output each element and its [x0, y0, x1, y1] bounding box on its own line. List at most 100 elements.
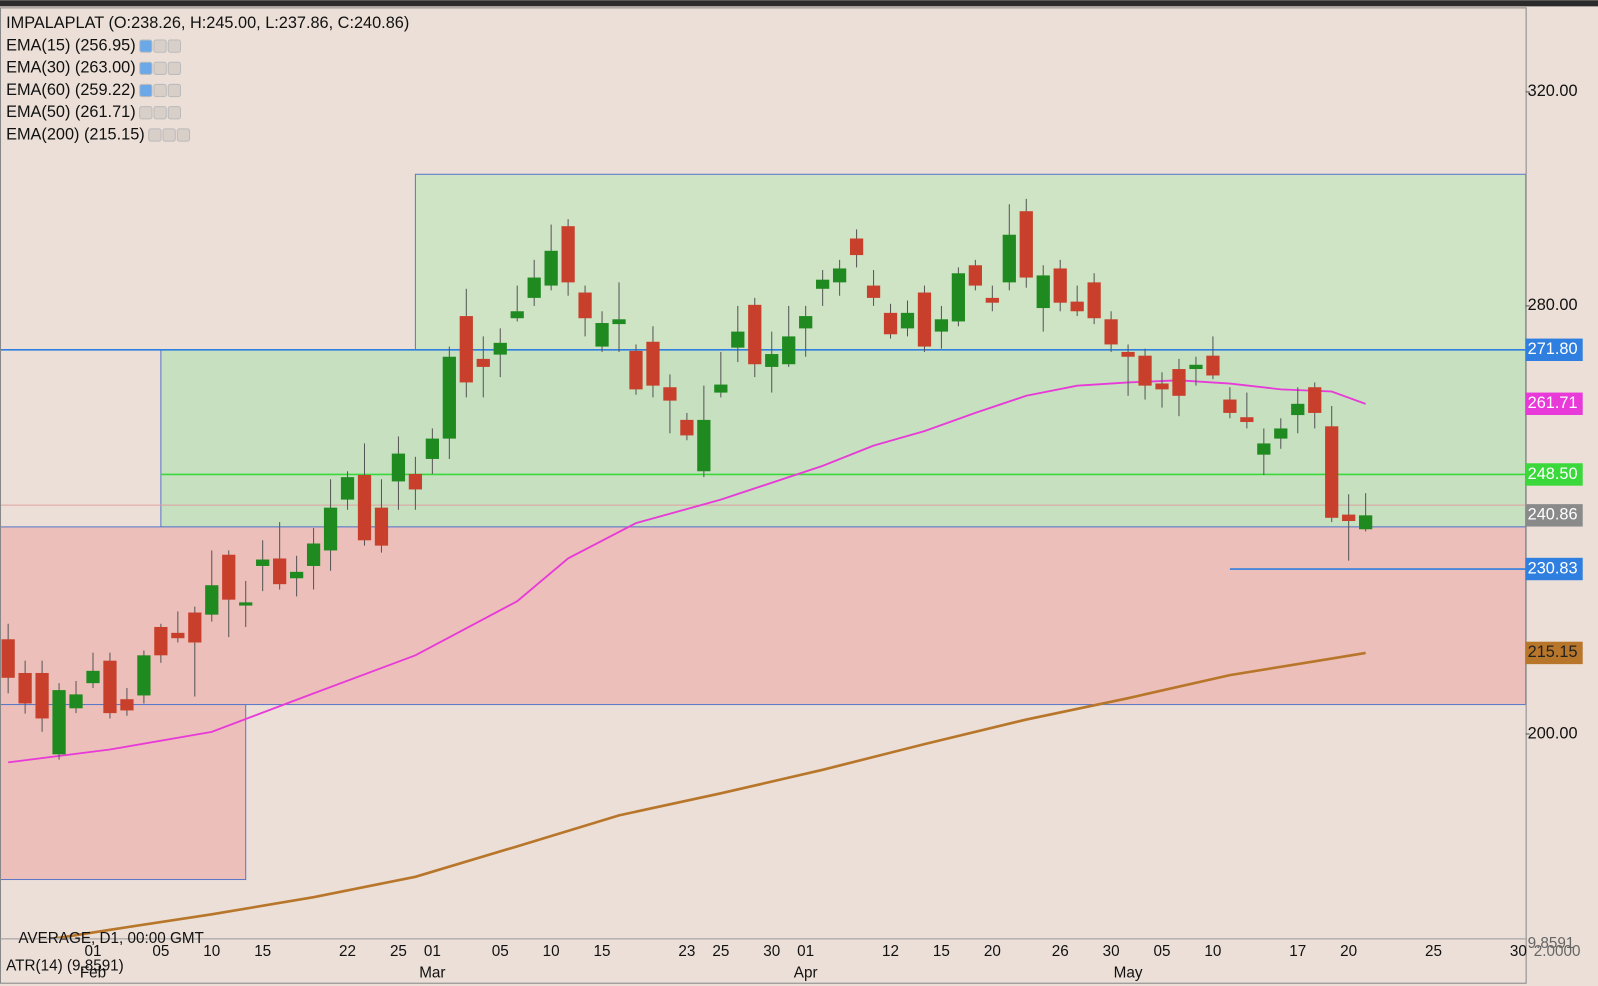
candle-body — [985, 297, 999, 303]
y-tick-label: 200.00 — [1528, 724, 1578, 742]
x-tick-label: 15 — [933, 943, 950, 960]
ema-line — [8, 379, 1366, 764]
candle-body — [968, 265, 982, 286]
x-tick-label: 20 — [1340, 943, 1357, 960]
candle-body — [544, 250, 558, 286]
candle-body — [493, 342, 507, 355]
indicator-icon — [153, 61, 167, 75]
candle-body — [1274, 428, 1288, 439]
candle-body — [832, 268, 847, 283]
candle-body — [442, 356, 456, 439]
atr-value: 9.8591 — [1528, 935, 1575, 952]
candle-body — [714, 384, 728, 393]
x-tick-label: 22 — [339, 943, 356, 960]
candle-body — [289, 571, 304, 579]
candle-body — [731, 331, 745, 348]
candle-body — [476, 358, 490, 367]
price-axis: 320.00 280.00 200.00 271.80 248.50 230.83 261.… — [1525, 82, 1583, 742]
x-tick-label: 01 — [424, 943, 441, 960]
candle-body — [154, 626, 168, 656]
candle-body — [527, 277, 541, 298]
candle-body — [69, 694, 83, 709]
candle-body — [663, 387, 677, 401]
indicator-label: EMA(15) (256.95) — [6, 36, 136, 54]
candle-body — [595, 323, 609, 347]
candle-body — [782, 336, 796, 365]
close-tag — [1525, 504, 1583, 527]
indicator-icon — [153, 39, 167, 53]
indicator-label: EMA(50) (261.71) — [6, 103, 136, 121]
level-tag — [1525, 338, 1583, 361]
candle-body — [883, 312, 898, 335]
x-tick-label: 10 — [1204, 943, 1221, 960]
candle-body — [1070, 301, 1084, 312]
x-tick-label: 30 — [1510, 943, 1527, 960]
candle-body — [205, 585, 219, 615]
candle-body — [1342, 514, 1356, 522]
x-tick-label: 15 — [594, 943, 611, 960]
indicator-icon — [153, 83, 167, 98]
month-label: May — [1114, 965, 1143, 982]
ema-label: 215.15 — [1528, 643, 1578, 661]
candle-body — [900, 312, 915, 329]
indicator-label: EMA(60) (259.22) — [6, 81, 136, 99]
candle-body — [629, 350, 643, 390]
x-tick-label: 05 — [1154, 943, 1171, 960]
indicator-icon — [176, 128, 191, 142]
x-tick-label: 10 — [203, 943, 220, 960]
x-tick-label: 30 — [1103, 943, 1120, 960]
candle-body — [1308, 387, 1322, 413]
symbol-header: IMPALAPLAT (O:238.26, H:245.00, L:237.86… — [6, 14, 409, 32]
indicator-icon — [162, 128, 176, 142]
ema-tag — [1525, 392, 1583, 415]
ema-tag — [1525, 641, 1583, 665]
indicator-icon — [139, 61, 153, 75]
candle-body — [35, 672, 49, 719]
candle-body — [1189, 364, 1203, 370]
level-tag — [1525, 557, 1583, 581]
indicator-label: EMA(200) (215.15) — [6, 125, 145, 143]
candle-body — [273, 558, 287, 585]
candle-body — [86, 670, 100, 684]
candle-body — [765, 354, 779, 367]
candle-body — [239, 602, 253, 606]
ema-label: 261.71 — [1528, 394, 1578, 412]
candle-body — [934, 319, 949, 332]
x-tick-label: 15 — [254, 943, 271, 960]
indicator-icon — [139, 106, 153, 120]
indicator-icon — [167, 39, 181, 53]
candle-body — [188, 612, 202, 643]
level-label: 248.50 — [1528, 465, 1578, 483]
candle-body — [256, 559, 270, 566]
level-label: 230.83 — [1528, 559, 1578, 577]
x-tick-label: 05 — [152, 943, 169, 960]
x-tick-label: 05 — [492, 943, 509, 960]
candle-body — [816, 279, 830, 289]
candle-body — [374, 507, 389, 546]
x-tick-label: 30 — [763, 943, 780, 960]
candle-body — [425, 438, 439, 459]
candle-body — [1325, 426, 1339, 518]
candle-body — [561, 226, 575, 283]
candle-body — [1240, 417, 1254, 423]
candle-body — [866, 285, 881, 298]
candle-body — [1036, 275, 1050, 309]
candle-body — [646, 341, 660, 386]
zone — [0, 704, 247, 881]
candle-body — [171, 632, 185, 639]
level-label: 271.80 — [1528, 340, 1578, 358]
candle-body — [408, 473, 423, 490]
candle-body — [1359, 515, 1373, 530]
candle-body — [612, 319, 626, 325]
candle-body — [18, 672, 32, 704]
x-tick-label: 01 — [85, 943, 102, 960]
x-tick-label: 20 — [984, 943, 1001, 960]
zone — [0, 526, 1526, 706]
candle-body — [951, 273, 966, 322]
x-tick-label: 26 — [1052, 943, 1069, 960]
indicator-icon — [167, 83, 181, 98]
candle-body — [1087, 282, 1101, 319]
candle-body — [1002, 234, 1016, 283]
